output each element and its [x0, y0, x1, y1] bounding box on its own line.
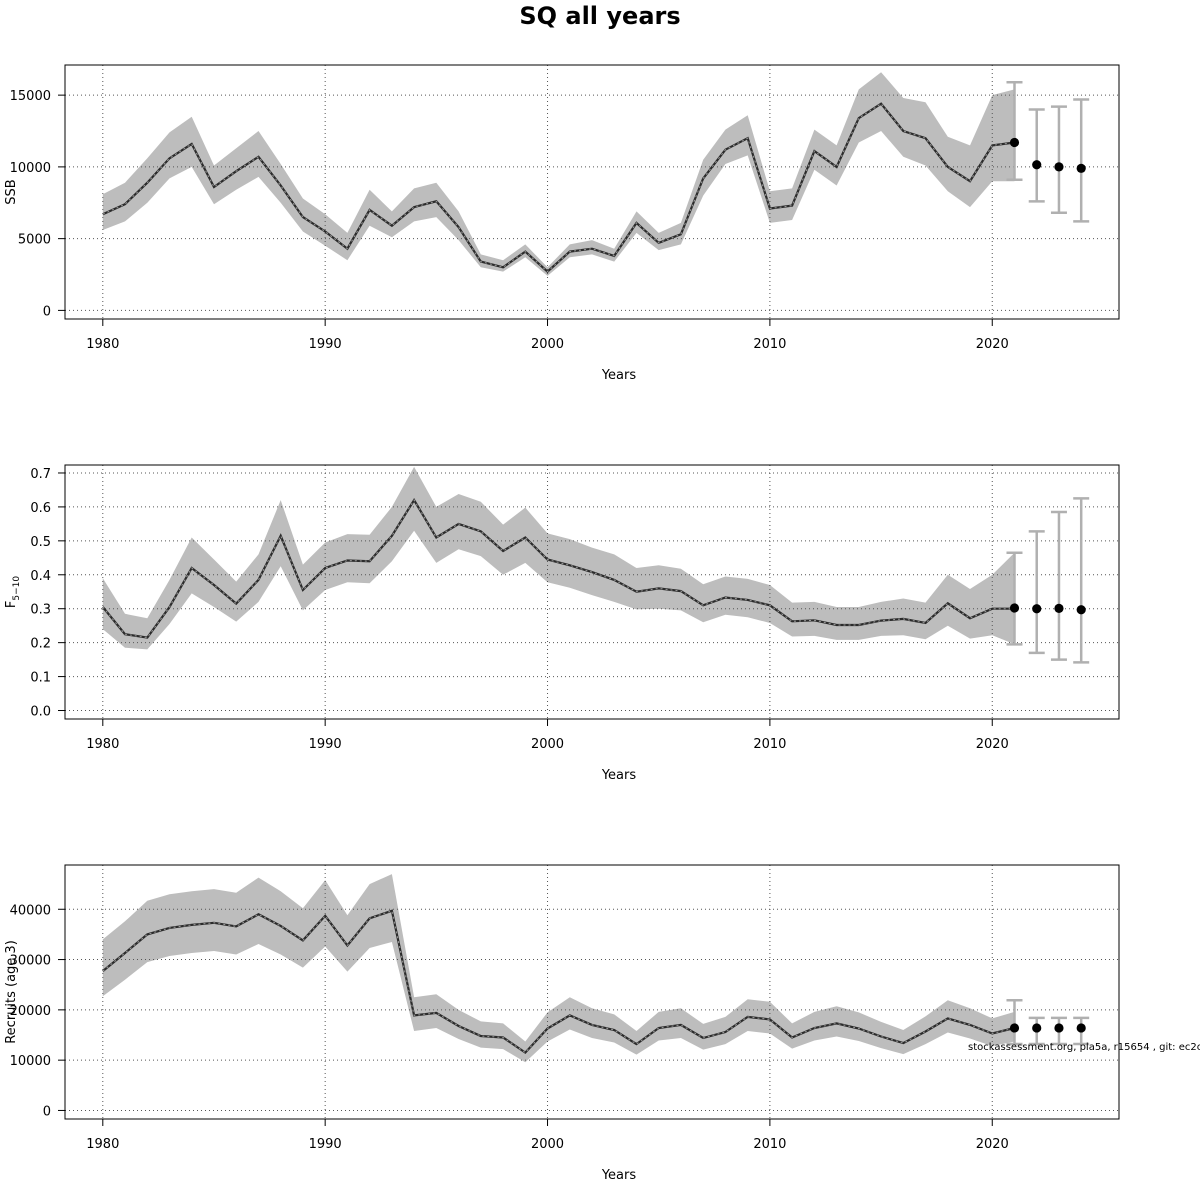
y-tick-label: 0.6 — [30, 501, 51, 516]
x-axis-label: Years — [601, 1168, 637, 1183]
y-tick-label: 0.5 — [30, 535, 51, 550]
y-tick-label: 20000 — [10, 1004, 51, 1019]
forecast-point — [1054, 603, 1064, 613]
x-axis-label: Years — [601, 368, 637, 383]
forecast-point — [1009, 137, 1020, 148]
panel-recruits: 1980 1990 2000 2010 2020 0 10000 20000 30000 4000… — [4, 864, 1120, 1183]
y-tick-label: 40000 — [10, 903, 51, 918]
panel-ssb: 1980 1990 2000 2010 2020 0 5000 10000 15000 Years… — [4, 64, 1120, 383]
y-tick-label: 15000 — [10, 89, 51, 104]
x-axis-label: Years — [601, 768, 637, 783]
x-tick-label: 2020 — [976, 737, 1009, 752]
panel-fbar: 1980 1990 2000 2010 2020 0.0 0.1 0.2 0.3 0.4 0.5 0.… — [4, 464, 1120, 783]
x-tick-label: 2010 — [753, 337, 786, 352]
y-axis-label-subscript: 5−10 — [12, 576, 22, 601]
confidence-band — [102, 72, 1015, 276]
estimate-line — [102, 909, 1015, 1055]
credit-text: stockassessment.org, pla5a, r15654 , git… — [968, 1042, 1200, 1053]
y-axis-label-main: F — [4, 601, 19, 608]
x-tick-label: 1990 — [309, 1137, 342, 1152]
forecast-point — [1076, 163, 1086, 173]
x-tick-label: 2020 — [976, 1137, 1009, 1152]
panels: 1980 1990 2000 2010 2020 0 5000 10000 15000 Years… — [4, 64, 1120, 1183]
forecast-point — [1009, 1023, 1020, 1033]
x-tick-label: 2010 — [753, 737, 786, 752]
confidence-band — [102, 874, 1015, 1063]
x-tick-label: 1980 — [86, 737, 119, 752]
y-axis-label: Recruits (age 3) — [4, 940, 19, 1044]
estimate-line — [101, 497, 1015, 639]
forecast-point — [1054, 162, 1064, 172]
chart-title: SQ all years — [519, 2, 680, 30]
y-tick-label: 0.3 — [30, 603, 51, 618]
y-tick-label: 10000 — [10, 161, 51, 176]
y-axis-label: F5−10 — [4, 576, 22, 608]
plot-frame — [64, 864, 1120, 1120]
forecast-point — [1076, 1023, 1086, 1033]
y-tick-label: 0.0 — [30, 705, 51, 720]
x-tick-label: 1980 — [86, 1137, 119, 1152]
plot-frame — [64, 464, 1120, 720]
y-axis-label: SSB — [4, 179, 19, 204]
confidence-band — [102, 466, 1015, 650]
y-axis-label-main: SSB — [4, 179, 19, 204]
forecast-point — [1032, 604, 1042, 614]
y-tick-label: 0 — [43, 1104, 51, 1119]
x-tick-label: 1980 — [86, 337, 119, 352]
forecast-point — [1076, 605, 1086, 615]
plot-frame — [64, 64, 1120, 320]
y-tick-label: 0.4 — [30, 569, 51, 584]
forecast-point — [1054, 1023, 1064, 1033]
forecast-point — [1009, 603, 1020, 613]
x-tick-label: 2000 — [531, 1137, 564, 1152]
y-tick-label: 10000 — [10, 1054, 51, 1069]
x-tick-label: 1990 — [309, 737, 342, 752]
x-tick-label: 2010 — [753, 1137, 786, 1152]
y-tick-label: 0 — [43, 304, 51, 319]
estimate-dotted-line — [102, 103, 1015, 273]
forecast-point — [1032, 160, 1042, 170]
y-tick-label: 30000 — [10, 954, 51, 969]
y-axis-label-main: Recruits (age 3) — [4, 940, 19, 1044]
forecast-point — [1032, 1023, 1042, 1033]
x-tick-label: 2020 — [976, 337, 1009, 352]
x-tick-label: 2000 — [531, 337, 564, 352]
y-tick-label: 0.7 — [30, 467, 51, 482]
x-tick-label: 2000 — [531, 737, 564, 752]
y-tick-label: 0.2 — [30, 637, 51, 652]
x-tick-label: 1990 — [309, 337, 342, 352]
y-tick-label: 5000 — [18, 233, 51, 248]
y-tick-label: 0.1 — [30, 671, 51, 686]
